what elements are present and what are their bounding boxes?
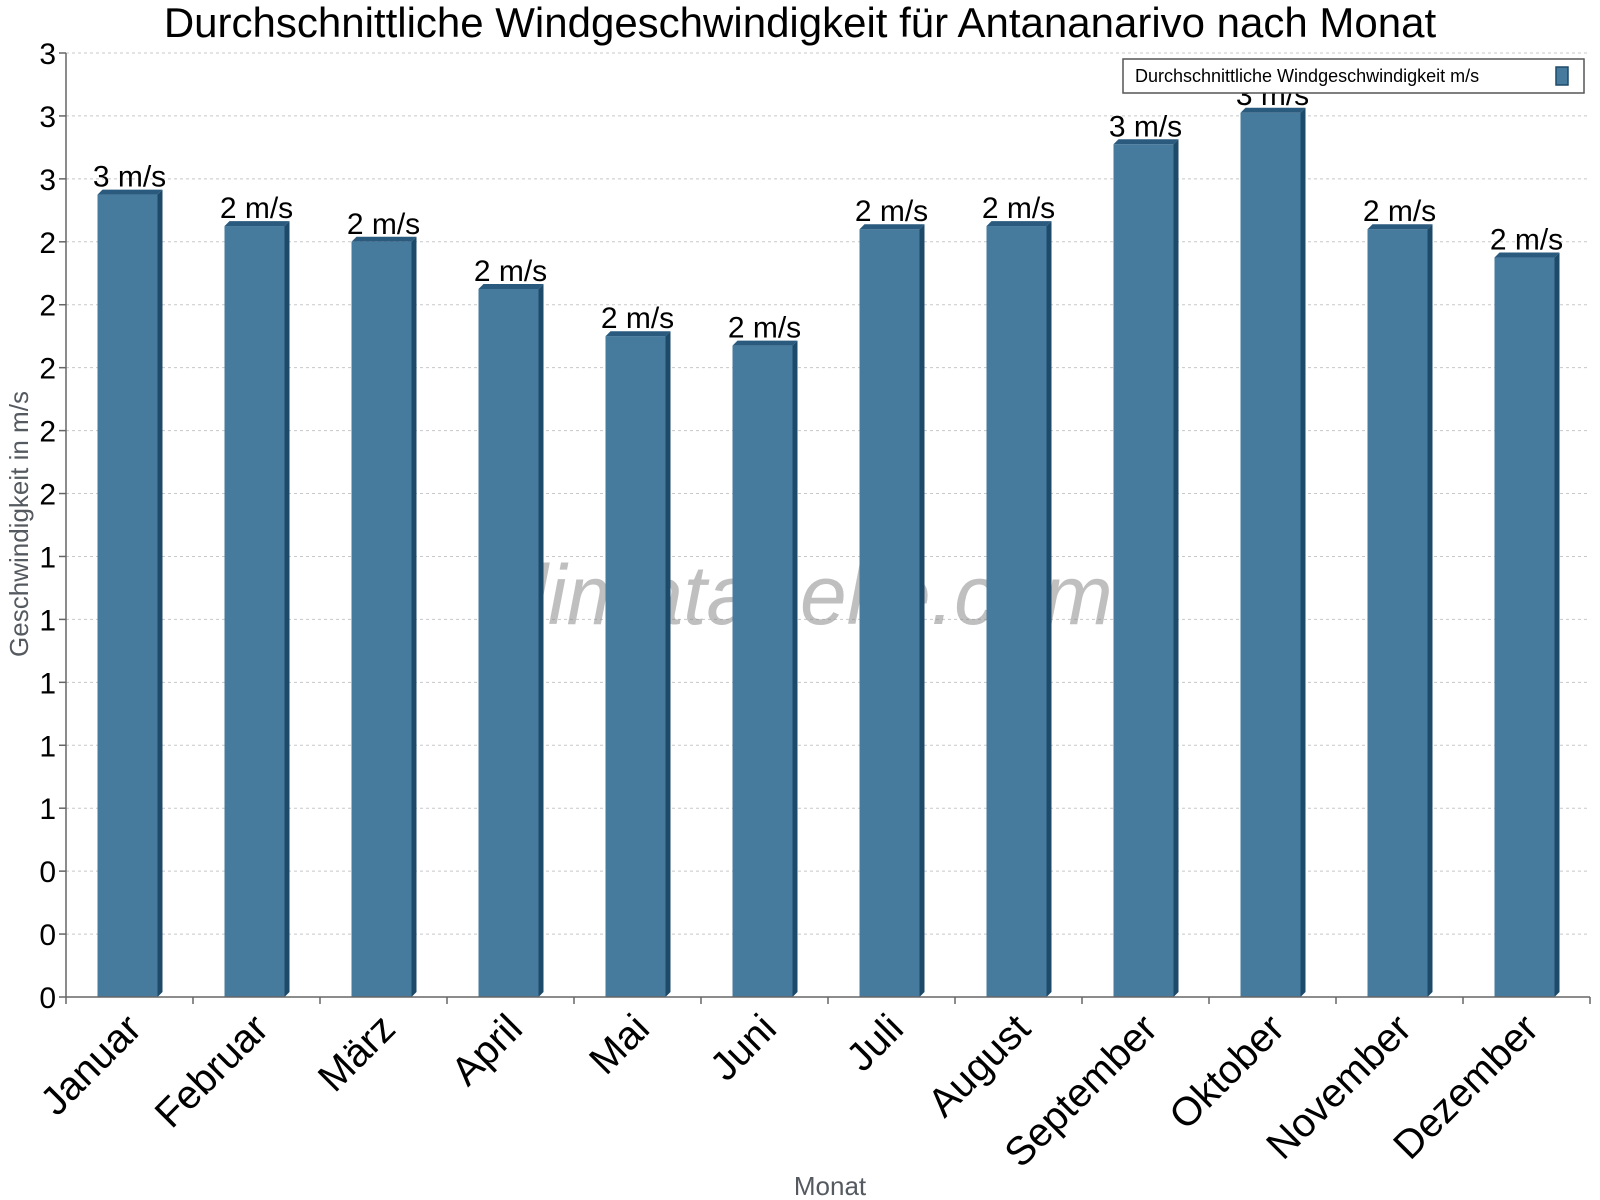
bar-side — [157, 189, 163, 998]
bar-juli — [859, 224, 925, 998]
bar-side — [792, 340, 798, 997]
bar-side — [1046, 221, 1052, 998]
bar-front — [224, 226, 285, 998]
data-label: 2 m/s — [601, 302, 674, 335]
x-tick-label: August — [920, 1006, 1039, 1125]
bars — [97, 107, 1560, 998]
bar-side — [1427, 224, 1433, 998]
y-axis-label: Geschwindigkeit in m/s — [4, 391, 34, 657]
data-label: 3 m/s — [1109, 110, 1182, 143]
legend: Durchschnittliche Windgeschwindigkeit m/… — [1122, 58, 1585, 94]
y-tick-labels: 0 0 0 1 1 1 1 1 2 2 2 2 2 3 3 3 — [39, 38, 56, 1015]
legend-label: Durchschnittliche Windgeschwindigkeit m/… — [1135, 66, 1479, 86]
bar-top — [351, 236, 417, 242]
bar-side — [1300, 107, 1306, 997]
data-label: 2 m/s — [1363, 195, 1436, 228]
y-tick-label: 2 — [39, 416, 56, 449]
y-tick-label: 2 — [39, 353, 56, 386]
y-tick-label: 1 — [39, 604, 56, 637]
bar-juni — [732, 340, 798, 997]
bar-top — [1494, 252, 1560, 258]
x-tick-label: Juli — [838, 1006, 912, 1080]
chart-title: Durchschnittliche Windgeschwindigkeit fü… — [164, 0, 1437, 46]
bar-side — [665, 331, 671, 997]
bar-top — [986, 221, 1052, 227]
bar-top — [1113, 139, 1179, 145]
bar-top — [1367, 224, 1433, 230]
data-label: 3 m/s — [93, 161, 166, 194]
axes — [59, 52, 1591, 1004]
bar-top — [224, 221, 290, 227]
bar-front — [732, 345, 793, 997]
y-tick-label: 1 — [39, 793, 56, 826]
bar-front — [1494, 257, 1555, 997]
bar-top — [478, 284, 544, 289]
data-labels: 3 m/s 2 m/s 2 m/s 2 m/s 2 m/s 2 m/s 2 m/s 2 m/s… — [93, 79, 1563, 345]
bar-mai — [605, 331, 671, 997]
bar-side — [411, 236, 417, 998]
bar-top — [1240, 107, 1306, 113]
data-label: 2 m/s — [347, 208, 420, 241]
bar-top — [97, 189, 163, 195]
bar-front — [859, 229, 920, 998]
data-label: 2 m/s — [1490, 224, 1563, 257]
bar-front — [986, 226, 1047, 998]
x-tick-label: Juni — [702, 1006, 785, 1089]
data-label: 2 m/s — [220, 192, 293, 225]
x-tick-label: Oktober — [1161, 1006, 1293, 1138]
data-label: 2 m/s — [982, 192, 1055, 225]
y-tick-label: 3 — [39, 101, 56, 134]
bar-januar — [97, 189, 163, 998]
legend-swatch — [1555, 66, 1569, 86]
bar-februar — [224, 221, 290, 998]
bar-top — [859, 224, 925, 230]
bar-front — [605, 336, 666, 997]
bar-märz — [351, 236, 417, 998]
bar-front — [478, 289, 539, 997]
x-tick-label: Februar — [147, 1006, 277, 1136]
bar-side — [919, 224, 925, 998]
bar-front — [351, 241, 412, 998]
data-label: 2 m/s — [728, 312, 801, 345]
y-tick-label: 0 — [39, 919, 56, 952]
bar-side — [1173, 139, 1179, 998]
bar-april — [478, 284, 544, 997]
data-label: 2 m/s — [855, 195, 928, 228]
y-tick-label: 0 — [39, 982, 56, 1015]
bar-front — [1240, 112, 1301, 997]
legend-box — [1122, 58, 1585, 94]
bar-front — [1113, 144, 1174, 998]
bar-side — [538, 284, 544, 997]
bar-top — [732, 340, 798, 346]
y-tick-label: 1 — [39, 730, 56, 763]
y-tick-label: 1 — [39, 541, 56, 574]
bar-top — [605, 331, 671, 337]
x-tick-label: März — [310, 1006, 404, 1100]
bar-side — [1554, 252, 1560, 998]
data-label: 2 m/s — [474, 255, 547, 288]
y-tick-label: 2 — [39, 290, 56, 323]
x-axis-label: Monat — [794, 1171, 867, 1200]
y-tick-label: 2 — [39, 479, 56, 512]
y-tick-label: 1 — [39, 667, 56, 700]
gridlines — [66, 52, 1590, 935]
y-tick-label: 0 — [39, 856, 56, 889]
bar-dezember — [1494, 252, 1560, 998]
bar-august — [986, 221, 1052, 998]
bar-side — [284, 221, 290, 998]
y-tick-label: 2 — [39, 227, 56, 260]
bar-front — [1367, 229, 1428, 998]
x-tick-label: April — [443, 1006, 531, 1094]
y-tick-label: 3 — [39, 38, 56, 71]
bar-september — [1113, 139, 1179, 998]
x-tick-label: Mai — [581, 1006, 658, 1083]
y-tick-label: 3 — [39, 164, 56, 197]
bar-november — [1367, 224, 1433, 998]
x-tick-label: Januar — [32, 1006, 150, 1124]
bar-oktober — [1240, 107, 1306, 997]
bar-front — [97, 194, 158, 998]
